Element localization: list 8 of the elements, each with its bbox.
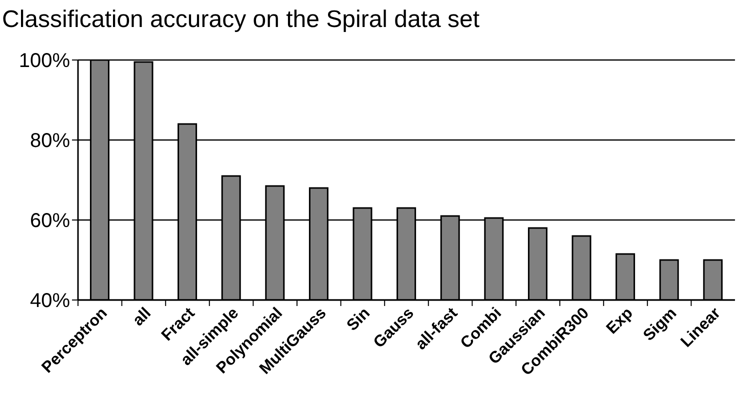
x-tick-label: Sin	[344, 304, 374, 334]
x-tick-label: Exp	[604, 304, 636, 338]
x-tick-label: all	[130, 304, 155, 330]
y-tick-label: 80%	[30, 130, 70, 152]
y-tick-label: 60%	[30, 210, 70, 232]
chart-title: Classification accuracy on the Spiral data set	[2, 5, 480, 35]
y-tick-label: 100%	[18, 50, 70, 72]
y-tick-label: 40%	[30, 290, 70, 312]
